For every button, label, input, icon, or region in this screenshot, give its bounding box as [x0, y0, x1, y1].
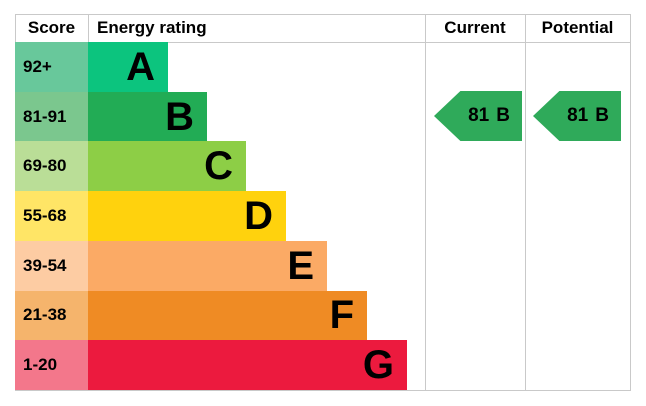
column-header-potential: Potential — [541, 18, 614, 37]
divider-line-bottom — [15, 390, 631, 391]
divider-line-rating-current — [425, 14, 426, 391]
band-letter: D — [244, 194, 273, 239]
band-bar-c: C — [88, 141, 246, 192]
potential-rating-arrow: 81 B — [533, 91, 621, 141]
score-range-label: 55-68 — [15, 191, 88, 241]
band-row-a: 92+ A — [15, 42, 425, 92]
band-rows: 92+ A 81-91 B 69-80 C 55-68 D 39-54 E 21… — [15, 42, 425, 391]
band-letter: B — [165, 94, 194, 139]
score-range-label: 81-91 — [15, 91, 88, 142]
score-range-label: 92+ — [15, 42, 88, 92]
band-letter: C — [204, 144, 233, 189]
current-rating-arrow: 81 B — [434, 91, 522, 141]
band-bar-f: F — [88, 290, 367, 341]
band-bar-g: G — [88, 340, 407, 391]
band-letter: A — [126, 44, 155, 89]
band-row-c: 69-80 C — [15, 141, 425, 192]
score-range-label: 21-38 — [15, 290, 88, 341]
band-letter: F — [329, 293, 354, 338]
column-header-rating: Energy rating — [97, 18, 207, 37]
score-range-label: 39-54 — [15, 240, 88, 291]
column-header-score: Score — [27, 18, 76, 37]
divider-line-top — [15, 14, 631, 15]
divider-line-right — [630, 14, 631, 391]
band-row-g: 1-20 G — [15, 340, 425, 391]
band-row-f: 21-38 F — [15, 290, 425, 341]
band-row-d: 55-68 D — [15, 191, 425, 241]
potential-score-value: 81 — [567, 105, 589, 126]
potential-band-letter: B — [595, 105, 609, 126]
band-bar-d: D — [88, 191, 286, 241]
current-band-letter: B — [496, 105, 510, 126]
column-header-current: Current — [444, 18, 506, 37]
band-row-e: 39-54 E — [15, 240, 425, 291]
band-bar-a: A — [88, 42, 168, 92]
band-bar-e: E — [88, 240, 327, 291]
band-letter: E — [287, 243, 314, 288]
band-row-b: 81-91 B — [15, 91, 425, 142]
divider-line-current-potential — [525, 14, 526, 391]
current-score-value: 81 — [468, 105, 490, 126]
band-bar-b: B — [88, 91, 207, 142]
score-range-label: 1-20 — [15, 340, 88, 391]
divider-line-header-bottom — [15, 42, 631, 43]
score-range-label: 69-80 — [15, 141, 88, 192]
band-letter: G — [362, 343, 394, 388]
